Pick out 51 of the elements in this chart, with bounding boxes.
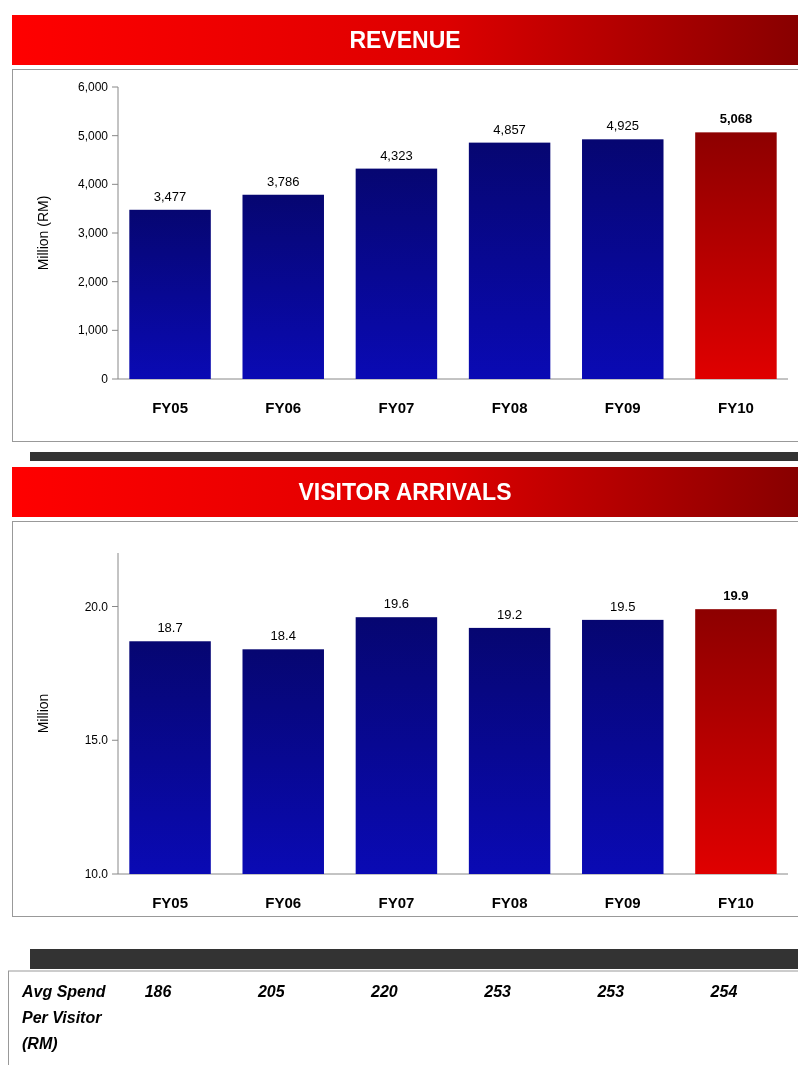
data-label: 220 <box>370 983 398 1000</box>
x-tick-label: FY09 <box>604 894 641 911</box>
x-tick-label: FY06 <box>265 399 302 416</box>
y-axis-title: Million <box>35 693 51 734</box>
x-tick-label: FY07 <box>378 399 415 416</box>
data-label: 4,323 <box>380 147 413 163</box>
data-label: 5,068 <box>719 111 753 127</box>
data-label: 3,477 <box>153 188 187 204</box>
x-tick-label: FY10 <box>718 894 754 911</box>
bar <box>695 132 777 379</box>
data-label: 19.2 <box>496 606 523 622</box>
data-label: 18.7 <box>157 620 183 636</box>
y-tick-label: 1,000 <box>77 323 109 338</box>
y-tick-label: 20.0 <box>84 599 109 614</box>
data-label: 254 <box>709 983 738 1000</box>
x-tick-label: FY08 <box>491 894 528 911</box>
y-tick-label: 10.0 <box>84 867 109 881</box>
y-axis-title: Million (RM) <box>35 195 51 271</box>
data-label: 205 <box>256 983 286 1000</box>
y-tick-label: 3,000 <box>77 226 109 240</box>
x-tick-label: FY05 <box>152 399 188 416</box>
text: Avg Spend Per Visitor (RM) <box>21 983 107 1052</box>
data-label: 253 <box>483 983 512 1000</box>
y-tick-label: 0 <box>101 372 109 386</box>
x-tick-label: FY07 <box>378 894 415 911</box>
x-tick-label: FY05 <box>152 894 188 911</box>
data-label: 4,925 <box>606 118 640 134</box>
y-tick-label: 4,000 <box>77 177 109 192</box>
y-tick-label: 2,000 <box>77 274 109 289</box>
data-label: 253 <box>596 983 625 1000</box>
data-label: 19.5 <box>610 598 636 614</box>
bar <box>582 139 664 379</box>
bar <box>355 168 438 379</box>
data-label: 4,857 <box>493 121 526 137</box>
x-tick-label: FY08 <box>491 399 528 416</box>
data-label: 19.6 <box>383 596 410 612</box>
y-tick-label: 6,000 <box>77 80 109 94</box>
y-tick-label: 5,000 <box>77 128 109 143</box>
x-tick-label: FY06 <box>265 894 302 911</box>
bar <box>468 142 551 379</box>
x-tick-label: FY09 <box>604 399 641 416</box>
data-label: 3,786 <box>266 173 300 189</box>
bar <box>242 194 324 379</box>
chart-title: VISITOR ARRIVALS <box>298 479 512 505</box>
data-label: 19.9 <box>723 588 749 604</box>
y-tick-label: 15.0 <box>84 733 109 748</box>
bar <box>129 209 211 379</box>
data-label: 186 <box>144 983 172 1000</box>
x-tick-label: FY10 <box>718 399 754 416</box>
data-label: 18.4 <box>270 628 296 644</box>
chart-title: REVENUE <box>349 27 461 53</box>
